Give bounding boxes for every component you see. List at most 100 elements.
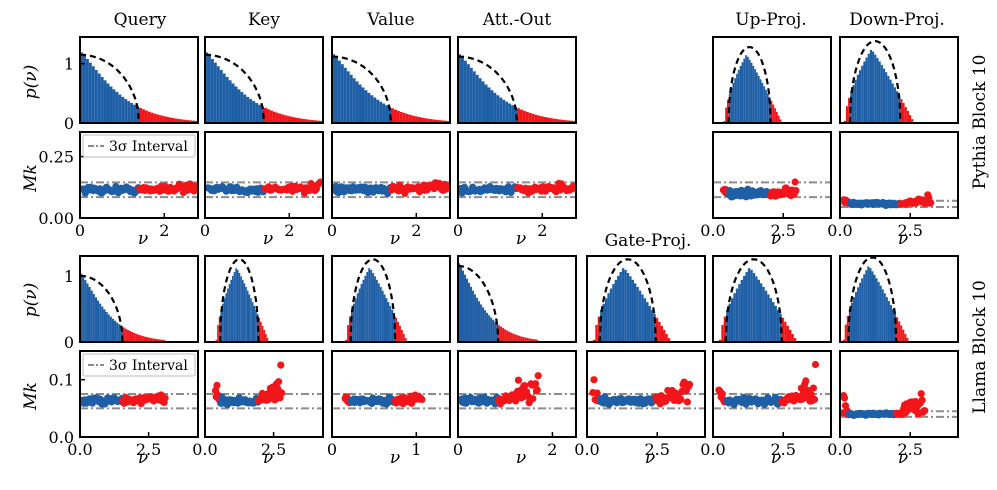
hist-bar: [881, 289, 884, 342]
hist-bar: [349, 74, 353, 123]
x-axis-label: ν: [138, 229, 148, 249]
hist-bar: [417, 116, 421, 123]
hist-bar: [234, 86, 238, 123]
hist-bar: [317, 120, 321, 123]
hist-bar: [546, 117, 550, 123]
y-tick-label: 1: [64, 55, 74, 74]
hist-bar: [641, 294, 644, 342]
hist-bar: [171, 117, 175, 123]
hist-bar: [90, 290, 93, 342]
moment-point: [917, 390, 925, 398]
hist-bar: [470, 286, 473, 342]
hist-bar: [871, 271, 874, 342]
x-axis-label: ν: [771, 448, 781, 468]
y-tick-label: 0: [64, 333, 74, 352]
hist-bar: [607, 293, 610, 342]
hist-bar: [650, 309, 654, 342]
hist-bar: [466, 64, 470, 123]
hist-bar: [358, 288, 361, 342]
hist-bar: [219, 69, 223, 123]
hist-bar: [755, 276, 758, 342]
moment-point: [718, 390, 726, 398]
fit-curve: [598, 258, 657, 343]
hist-bar: [788, 329, 792, 342]
row-label-llama: Llama Block 10: [970, 280, 990, 414]
moment-point: [533, 386, 541, 394]
hist-bar: [92, 294, 95, 342]
density-frame: [457, 255, 577, 343]
hist-bar: [723, 120, 726, 123]
hist-bar: [869, 49, 873, 123]
moment-point: [278, 389, 286, 397]
hist-bar: [472, 71, 476, 123]
hist-bar: [754, 69, 757, 123]
legend: 3σ Interval: [82, 353, 196, 377]
hist-bar: [379, 101, 383, 123]
hist-bar: [112, 89, 116, 123]
x-tick-label: 2: [159, 221, 169, 240]
hist-bar: [264, 107, 267, 123]
hist-bar: [94, 69, 98, 123]
hist-bar: [103, 309, 106, 342]
hist-bar: [109, 86, 113, 123]
x-tick-label: 0: [327, 221, 337, 240]
hist-bar: [130, 103, 134, 123]
hist-bar: [660, 325, 663, 342]
hist-bar: [287, 116, 291, 123]
hist-bar: [775, 111, 778, 123]
legend-box: [82, 353, 196, 377]
hist-bar: [604, 298, 608, 342]
hist-bar: [216, 66, 220, 123]
hist-bar: [220, 309, 223, 342]
hist-bar: [355, 81, 359, 123]
hist-bar: [767, 294, 770, 342]
hist-bar: [237, 89, 241, 123]
hist-bar: [150, 338, 153, 342]
hist-bar: [902, 329, 905, 342]
hist-bar: [444, 120, 448, 123]
moment-point: [593, 389, 601, 397]
hist-bar: [426, 118, 430, 123]
hist-bar: [162, 339, 166, 342]
hist-bar: [882, 68, 886, 123]
hist-bar: [205, 52, 208, 123]
hist-bar: [235, 268, 237, 342]
hist-bar: [375, 279, 378, 342]
hist-bar: [116, 322, 119, 342]
hist-bar: [137, 334, 140, 342]
moment-frame: [712, 350, 832, 438]
hist-bar: [646, 302, 649, 342]
hist-bar: [490, 317, 493, 342]
legend-label: 3σ Interval: [109, 358, 188, 374]
hist-bar: [844, 324, 847, 342]
hist-bar: [468, 282, 471, 342]
fit-curve: [848, 40, 902, 124]
y-tick-label: 1: [64, 267, 74, 286]
hist-bar: [481, 81, 485, 123]
x-tick-label: 2: [411, 221, 421, 240]
hist-bar: [739, 65, 742, 123]
hist-bar: [502, 99, 506, 123]
density-frame: [331, 255, 451, 343]
hist-bar: [337, 60, 341, 123]
hist-bar: [152, 338, 155, 342]
hist-bar: [302, 118, 306, 123]
hist-bar: [124, 328, 127, 342]
hist-bar: [854, 79, 857, 123]
hist-bar: [508, 331, 511, 342]
hist-bar: [272, 111, 276, 123]
hist-bar: [774, 108, 776, 123]
hist-bar: [786, 325, 789, 342]
hist-bar: [460, 57, 464, 123]
hist-bar: [852, 297, 856, 342]
hist-bar: [505, 101, 509, 123]
hist-bar: [526, 337, 529, 342]
hist-bar: [909, 115, 912, 123]
hist-bar: [131, 332, 134, 342]
hist-bar: [643, 298, 647, 342]
hist-bar: [106, 83, 110, 123]
hist-bar: [238, 272, 241, 342]
hist-bar: [372, 272, 374, 342]
hist-bar: [902, 103, 905, 123]
